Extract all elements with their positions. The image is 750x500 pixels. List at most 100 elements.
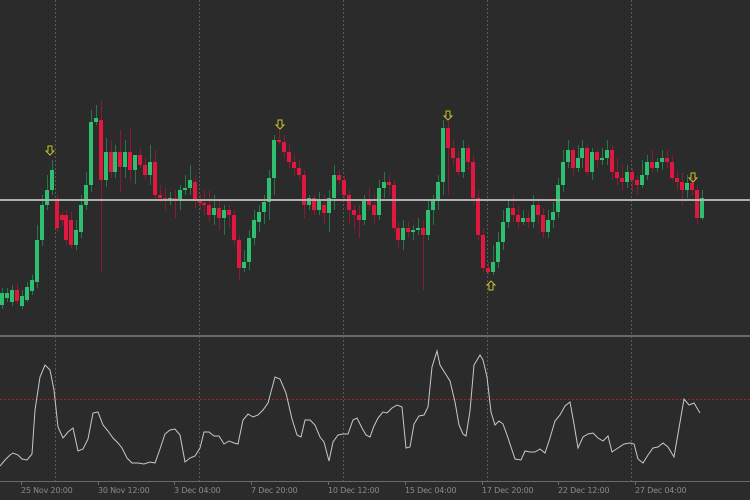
candle-bull xyxy=(645,162,649,175)
candle-bear xyxy=(69,220,73,245)
x-axis-label: 10 Dec 12:00 xyxy=(328,486,380,495)
candle-bull xyxy=(551,212,555,220)
candle-bull xyxy=(625,172,629,182)
candle-bull xyxy=(123,152,127,167)
candle-bear xyxy=(456,158,460,172)
candle-bull xyxy=(556,185,560,212)
candle-bull xyxy=(332,175,336,198)
candle-bear xyxy=(476,198,480,235)
candle-bull xyxy=(272,140,276,178)
candle-bull xyxy=(257,212,261,222)
candle-bear xyxy=(635,180,639,185)
candle-bull xyxy=(242,262,246,268)
candle-bear xyxy=(64,215,68,240)
candle-bull xyxy=(0,293,4,305)
candle-bull xyxy=(79,205,83,232)
candle-bull xyxy=(212,208,216,215)
candle-bull xyxy=(148,162,152,175)
x-axis-label: 3 Dec 04:00 xyxy=(174,486,221,495)
candle-bear xyxy=(202,203,206,205)
candle-bull xyxy=(10,290,14,302)
candle-bull xyxy=(441,128,445,182)
candle-bull xyxy=(685,183,689,190)
candle-bear xyxy=(516,215,520,222)
candle-bull xyxy=(576,158,580,168)
candle-bull xyxy=(362,200,366,220)
candle-bull xyxy=(411,230,415,232)
candle-bear xyxy=(232,215,236,240)
candle-bull xyxy=(262,202,266,212)
candle-bear xyxy=(109,152,113,172)
candle-bear xyxy=(143,165,147,175)
arrow-down-icon xyxy=(44,145,56,156)
candle-bull xyxy=(655,162,659,168)
candle-bull xyxy=(317,200,321,210)
x-axis-label: 17 Dec 20:00 xyxy=(482,486,534,495)
candle-bear xyxy=(352,210,356,215)
candle-bear xyxy=(695,190,699,218)
panel-separator[interactable] xyxy=(0,335,750,337)
candle-bear xyxy=(541,215,545,232)
arrow-down-icon xyxy=(274,119,286,130)
candle-bear xyxy=(387,182,391,185)
x-axis-label: 15 Dec 04:00 xyxy=(405,486,457,495)
candle-bear xyxy=(153,162,157,195)
candle-bull xyxy=(506,208,510,222)
arrow-up-icon xyxy=(485,280,497,291)
candle-bear xyxy=(526,218,530,222)
candle-bear xyxy=(451,148,455,158)
candle-bull xyxy=(35,240,39,282)
candle-bull xyxy=(25,287,29,300)
x-axis-label: 30 Nov 12:00 xyxy=(98,486,150,495)
candle-bull xyxy=(491,262,495,272)
price-level-line[interactable] xyxy=(0,199,750,201)
x-axis-label: 22 Dec 12:00 xyxy=(558,486,610,495)
candle-bear xyxy=(60,215,64,220)
candle-bear xyxy=(620,178,624,182)
candle-bull xyxy=(327,198,331,213)
candle-bull xyxy=(501,222,505,242)
candle-bull xyxy=(600,158,604,160)
candle-bull xyxy=(546,220,550,232)
candle-bear xyxy=(511,208,515,215)
candle-bull xyxy=(267,178,271,202)
candle-bear xyxy=(615,172,619,178)
candle-bear xyxy=(277,140,281,142)
indicator-line xyxy=(0,349,701,467)
candle-bull xyxy=(252,220,256,238)
candle-bull xyxy=(566,150,570,162)
candle-bear xyxy=(207,205,211,215)
candle-bear xyxy=(302,175,306,205)
candle-bull xyxy=(461,148,465,172)
candle-bull xyxy=(94,118,98,122)
candle-bull xyxy=(247,238,251,262)
candle-bull xyxy=(531,205,535,222)
candle-bear xyxy=(287,152,291,162)
candle-bear xyxy=(675,178,679,182)
candle-bear xyxy=(630,172,634,180)
candle-bear xyxy=(585,148,589,172)
candle-bear xyxy=(158,195,162,198)
candle-bear xyxy=(595,152,599,160)
candle-bear xyxy=(217,208,221,218)
candle-bull xyxy=(183,188,187,190)
candle-bull xyxy=(104,152,108,180)
candle-bull xyxy=(222,210,226,218)
candle-bull xyxy=(521,218,525,222)
candle-bull xyxy=(307,198,311,205)
candle-bear xyxy=(193,182,197,200)
candle-bear xyxy=(446,128,450,148)
x-axis-label: 27 Dec 04:00 xyxy=(635,486,687,495)
candle-bear xyxy=(481,235,485,268)
candle-bear xyxy=(297,168,301,175)
candle-bear xyxy=(392,185,396,228)
x-axis-label: 7 Dec 20:00 xyxy=(251,486,298,495)
candle-bear xyxy=(118,152,122,167)
x-axis-label: 25 Nov 20:00 xyxy=(21,486,73,495)
candle-bear xyxy=(237,240,241,268)
x-axis-line xyxy=(0,481,750,482)
candle-bear xyxy=(665,158,669,162)
candle-bear xyxy=(99,120,103,180)
